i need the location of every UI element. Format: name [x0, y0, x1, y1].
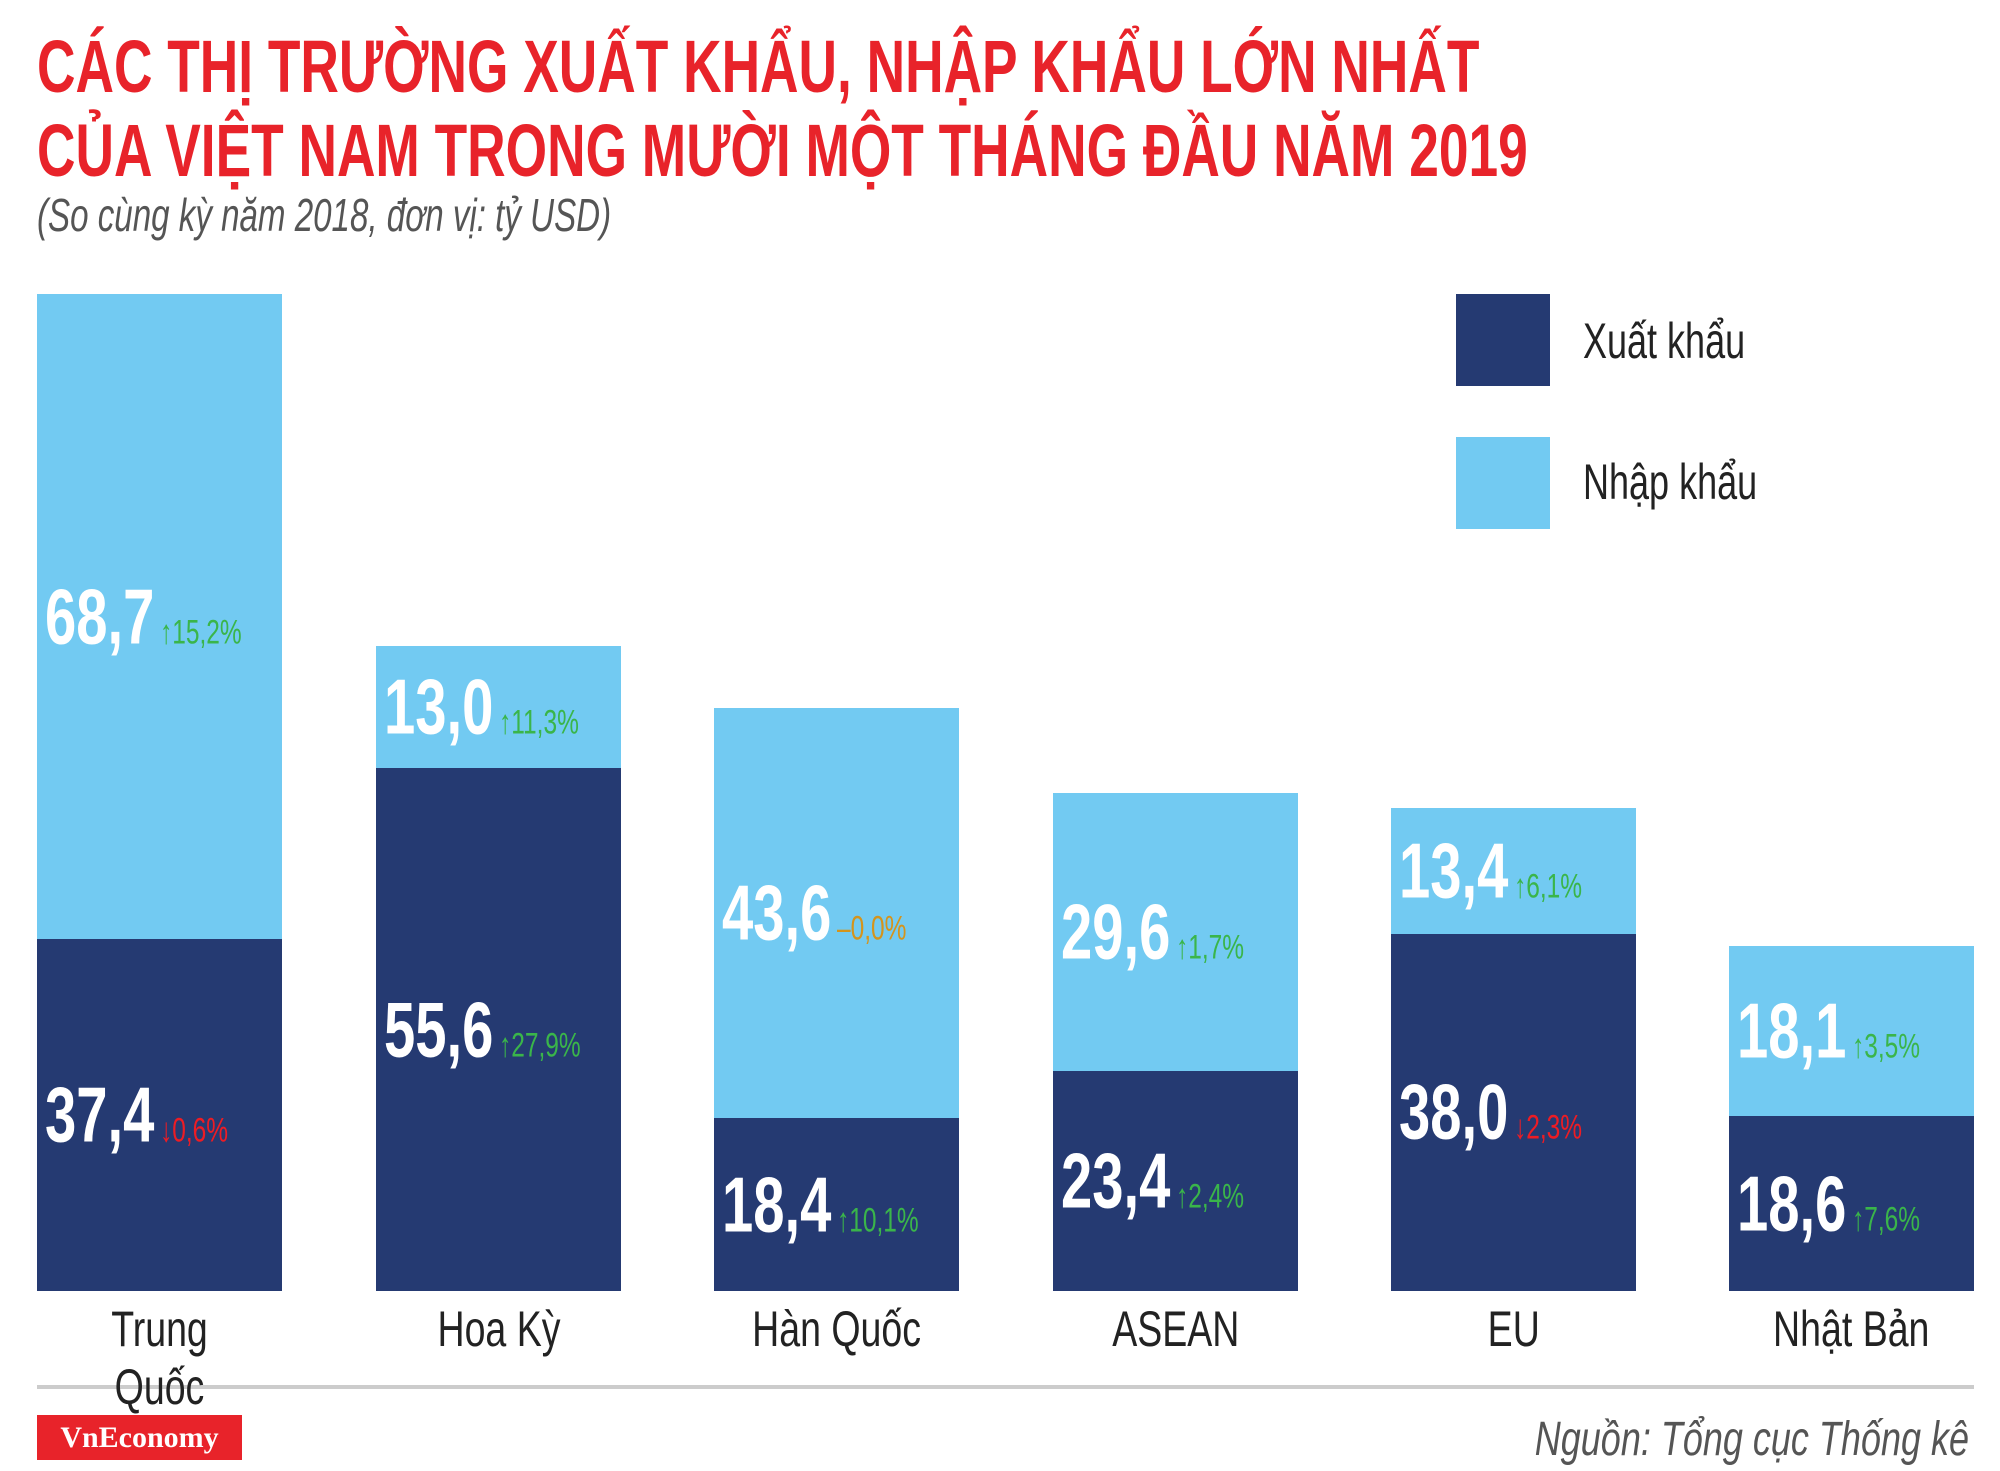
value-label: 13,0	[384, 662, 494, 751]
legend-swatch-import	[1456, 437, 1550, 529]
title-line-2: CỦA VIỆT NAM TRONG MƯỜI MỘT THÁNG ĐẦU NĂ…	[37, 109, 1528, 192]
category-label: Hoa Kỳ	[437, 1301, 560, 1357]
vneconomy-logo: VnEconomy	[37, 1415, 242, 1460]
value-label: 13,4	[1399, 826, 1509, 915]
bar-segment-import	[1391, 807, 1636, 934]
change-label: ↑3,5%	[1852, 1027, 1921, 1066]
data-label: 38,0 ↓2,3%	[1399, 1067, 1609, 1158]
change-label: ↓2,3%	[1514, 1108, 1583, 1147]
change-label: ↑10,1%	[837, 1201, 919, 1240]
change-label: ↑15,2%	[160, 613, 242, 652]
bar-segment-export	[37, 939, 282, 1291]
bar-segment-export	[376, 768, 621, 1291]
value-label: 18,4	[722, 1160, 832, 1249]
data-label: 13,0 ↑11,3%	[384, 662, 610, 753]
title-line-1: CÁC THỊ TRƯỜNG XUẤT KHẨU, NHẬP KHẨU LỚN …	[37, 25, 1480, 108]
value-label: 37,4	[45, 1070, 155, 1159]
bar-segment-import	[376, 646, 621, 769]
change-label: –0,0%	[837, 909, 907, 948]
subtitle: (So cùng kỳ năm 2018, đơn vị: tỷ USD)	[37, 189, 612, 241]
category-label: ASEAN	[1111, 1301, 1240, 1357]
bar-segment-import	[1729, 946, 1974, 1117]
value-label: 68,7	[45, 572, 155, 661]
source-note: Nguồn: Tổng cục Thống kê	[1534, 1413, 1969, 1466]
change-label: ↑27,9%	[499, 1026, 581, 1065]
bar-segment-export	[714, 1118, 959, 1291]
change-label: ↑7,6%	[1852, 1200, 1921, 1239]
divider	[37, 1385, 1974, 1389]
category-label: Trung Quốc	[111, 1301, 208, 1415]
data-label: 23,4 ↑2,4%	[1061, 1136, 1271, 1227]
change-label: ↓0,6%	[160, 1111, 229, 1150]
data-label: 55,6 ↑27,9%	[384, 984, 613, 1075]
value-label: 18,6	[1737, 1159, 1847, 1248]
change-label: ↑2,4%	[1176, 1177, 1245, 1216]
value-label: 38,0	[1399, 1067, 1509, 1156]
data-label: 29,6 ↑1,7%	[1061, 886, 1271, 977]
bar-segment-import	[1053, 792, 1298, 1072]
category-label: EU	[1487, 1301, 1540, 1357]
category-label: Hàn Quốc	[752, 1301, 921, 1357]
data-label: 68,7 ↑15,2%	[45, 571, 274, 662]
value-label: 18,1	[1737, 986, 1847, 1075]
data-label: 18,6 ↑7,6%	[1737, 1158, 1947, 1249]
value-label: 23,4	[1061, 1136, 1171, 1225]
legend-label-import: Nhập khẩu	[1583, 454, 1758, 510]
bar-segment-export	[1729, 1116, 1974, 1291]
legend-swatch-export	[1456, 294, 1550, 386]
value-label: 29,6	[1061, 887, 1171, 976]
data-label: 43,6 –0,0%	[722, 868, 934, 959]
change-label: ↑1,7%	[1176, 928, 1245, 967]
value-label: 55,6	[384, 985, 494, 1074]
bar-segment-export	[1391, 933, 1636, 1291]
bar-segment-export	[1053, 1071, 1298, 1291]
legend-label-export: Xuất khẩu	[1583, 313, 1746, 369]
change-label: ↑11,3%	[499, 703, 579, 742]
bar-segment-import	[37, 293, 282, 940]
data-label: 18,4 ↑10,1%	[722, 1159, 951, 1250]
value-label: 43,6	[722, 868, 832, 957]
data-label: 18,1 ↑3,5%	[1737, 986, 1947, 1077]
data-label: 37,4 ↓0,6%	[45, 1070, 255, 1161]
data-label: 13,4 ↑6,1%	[1399, 825, 1609, 916]
change-label: ↑6,1%	[1514, 867, 1583, 906]
bar-segment-import	[714, 708, 959, 1119]
category-label: Nhật Bản	[1773, 1301, 1930, 1357]
